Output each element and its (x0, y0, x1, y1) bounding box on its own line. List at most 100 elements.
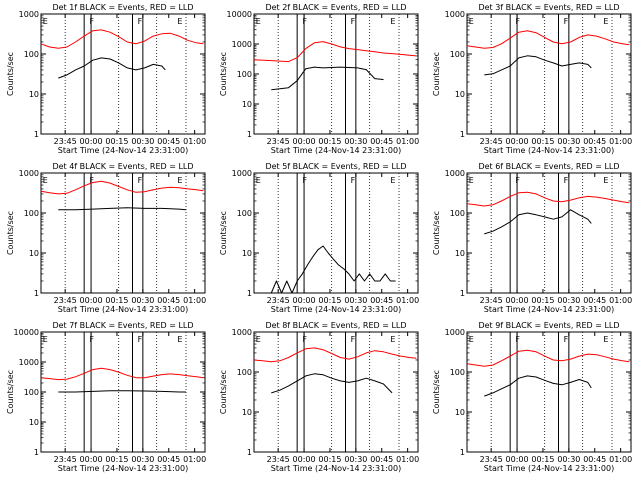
panel-det-9: Det 9f BLACK = Events, RED = LLD E F F E 23:4… (432, 321, 632, 473)
region-marker-f: F (351, 176, 356, 185)
plot-frame (253, 331, 419, 453)
x-tick-label: 00:00 (506, 455, 529, 464)
x-tick-label: 00:45 (370, 137, 393, 146)
x-tick-label: 01:00 (396, 296, 419, 305)
x-tick-label: 00:30 (557, 296, 580, 305)
y-tick-label: 1 (460, 130, 465, 139)
region-marker-f: F (138, 17, 143, 26)
y-axis-label: Counts/sec (219, 211, 228, 255)
y-tick-label: 1 (247, 289, 252, 298)
region-marker-f: F (351, 17, 356, 26)
panel-title: Det 9f BLACK = Events, RED = LLD (478, 321, 619, 330)
y-axis-label: Counts/sec (432, 211, 441, 255)
x-tick-label: 01:00 (396, 137, 419, 146)
panel-title: Det 5f BLACK = Events, RED = LLD (265, 162, 406, 171)
x-tick-label: 01:00 (396, 455, 419, 464)
y-axis-label: Counts/sec (6, 211, 15, 255)
events-series-line (484, 375, 592, 397)
x-tick-label: 23:45 (267, 296, 290, 305)
x-tick-label: 00:30 (344, 455, 367, 464)
x-axis-label: Start Time (24-Nov-14 23:31:00) (58, 305, 188, 314)
x-tick-label: 23:45 (267, 455, 290, 464)
x-tick-label: 01:00 (183, 455, 206, 464)
x-tick-label: 00:30 (557, 137, 580, 146)
y-tick-label: 1 (34, 130, 39, 139)
events-series-line (271, 373, 393, 394)
lld-series-line (40, 29, 204, 49)
y-axis-label: Counts/sec (219, 52, 228, 96)
y-tick-label: 10 (455, 249, 465, 258)
region-marker-f: F (515, 176, 520, 185)
y-tick-label: 1 (34, 448, 39, 457)
y-axis-label: Counts/sec (6, 52, 15, 96)
panel-det-1: Det 1f BLACK = Events, RED = LLD E F F E 23:4… (6, 3, 206, 155)
x-tick-label: 23:45 (267, 137, 290, 146)
plot-frame (253, 172, 419, 294)
x-axis-label: Start Time (24-Nov-14 23:31:00) (271, 464, 401, 473)
x-tick-label: 00:45 (583, 137, 606, 146)
region-marker-e: E (256, 335, 261, 344)
x-axis-label: Start Time (24-Nov-14 23:31:00) (271, 305, 401, 314)
y-tick-label: 10 (29, 249, 39, 258)
y-tick-label: 100 (237, 70, 252, 79)
y-tick-label: 1 (460, 289, 465, 298)
x-tick-label: 00:15 (318, 137, 341, 146)
x-tick-label: 00:30 (131, 296, 154, 305)
events-series-line (58, 390, 186, 393)
y-tick-label: 10 (242, 249, 252, 258)
events-series-line (484, 209, 592, 235)
region-marker-e: E (177, 17, 182, 26)
y-axis-label: Counts/sec (432, 52, 441, 96)
x-tick-label: 01:00 (609, 296, 632, 305)
x-tick-label: 23:45 (480, 455, 503, 464)
x-tick-label: 00:15 (105, 455, 128, 464)
x-tick-label: 00:00 (80, 296, 103, 305)
x-tick-label: 00:00 (80, 455, 103, 464)
y-tick-label: 100 (24, 209, 39, 218)
region-marker-e: E (390, 17, 395, 26)
y-tick-label: 1 (247, 448, 252, 457)
x-tick-label: 00:15 (105, 296, 128, 305)
x-axis-label: Start Time (24-Nov-14 23:31:00) (484, 305, 614, 314)
panel-det-5: Det 5f BLACK = Events, RED = LLD E F F E 23:4… (219, 162, 419, 314)
x-tick-label: 00:15 (531, 455, 554, 464)
x-tick-label: 23:45 (54, 455, 77, 464)
region-marker-f: F (515, 17, 520, 26)
region-marker-e: E (43, 335, 48, 344)
x-axis-label: Start Time (24-Nov-14 23:31:00) (58, 464, 188, 473)
plot-frame (40, 172, 206, 294)
region-marker-f: F (89, 335, 94, 344)
x-tick-label: 00:30 (344, 296, 367, 305)
plot-frame (466, 331, 632, 453)
region-marker-f: F (89, 17, 94, 26)
x-tick-label: 00:00 (506, 296, 529, 305)
region-marker-f: F (351, 335, 356, 344)
panel-title: Det 7f BLACK = Events, RED = LLD (52, 321, 193, 330)
y-tick-label: 1000 (445, 10, 465, 19)
panel-title: Det 1f BLACK = Events, RED = LLD (52, 3, 193, 12)
x-axis-label: Start Time (24-Nov-14 23:31:00) (484, 464, 614, 473)
region-marker-f: F (564, 335, 569, 344)
y-axis-label: Counts/sec (432, 370, 441, 414)
x-tick-label: 01:00 (183, 137, 206, 146)
lld-series-line (466, 349, 630, 367)
x-tick-label: 00:00 (80, 137, 103, 146)
region-marker-e: E (390, 335, 395, 344)
x-axis-label: Start Time (24-Nov-14 23:31:00) (58, 146, 188, 155)
region-marker-f: F (564, 17, 569, 26)
x-tick-label: 00:45 (583, 455, 606, 464)
plot-frame (253, 13, 419, 135)
x-tick-label: 00:00 (293, 137, 316, 146)
x-tick-label: 00:45 (157, 296, 180, 305)
x-tick-label: 00:15 (531, 296, 554, 305)
y-tick-label: 1000 (232, 328, 252, 337)
region-marker-e: E (603, 335, 608, 344)
panel-title: Det 3f BLACK = Events, RED = LLD (478, 3, 619, 12)
region-marker-f: F (515, 335, 520, 344)
x-tick-label: 00:00 (506, 137, 529, 146)
x-tick-label: 00:15 (105, 137, 128, 146)
panel-det-7: Det 7f BLACK = Events, RED = LLD E F F E 23:4… (6, 321, 206, 473)
x-tick-label: 01:00 (609, 455, 632, 464)
region-marker-e: E (469, 17, 474, 26)
